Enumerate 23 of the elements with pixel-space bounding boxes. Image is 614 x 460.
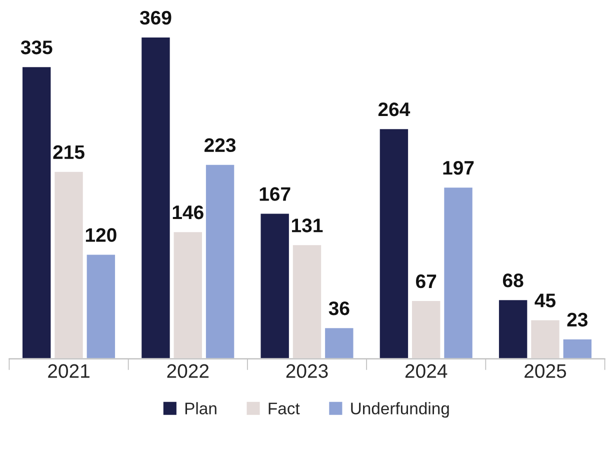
x-tick-label: 2022 [167, 364, 209, 378]
data-label: 23 [567, 312, 588, 327]
data-label: 369 [140, 10, 172, 25]
data-label: 45 [534, 294, 556, 308]
data-label: 67 [416, 274, 436, 288]
x-tick-label: 2023 [286, 364, 328, 378]
data-label: 335 [20, 40, 52, 54]
x-tick-label: 2024 [405, 364, 448, 378]
data-label: 264 [378, 102, 410, 116]
data-label: 215 [53, 145, 84, 160]
data-label: 146 [172, 205, 204, 220]
legend-label: Underfunding [351, 402, 449, 418]
data-label: 197 [443, 160, 474, 175]
data-label: 120 [86, 228, 116, 242]
data-label: 131 [292, 218, 323, 232]
data-label: 36 [328, 301, 350, 316]
x-tick-label: 2021 [48, 364, 90, 378]
data-label: 223 [204, 138, 236, 152]
data-label: 167 [260, 187, 290, 201]
legend-label: Fact [268, 402, 300, 414]
x-tick-label: 2025 [524, 364, 566, 378]
data-label: 68 [502, 274, 524, 288]
legend-label: Plan [185, 402, 216, 414]
